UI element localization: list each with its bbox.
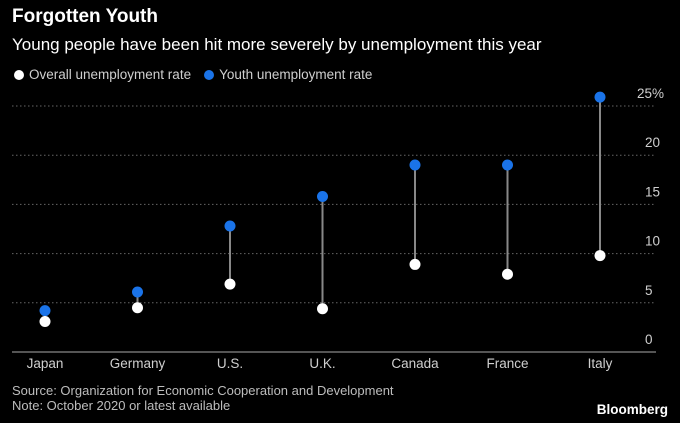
legend-item-overall: Overall unemployment rate (14, 67, 191, 82)
overall-rate-point (317, 303, 328, 315)
x-tick-label: France (486, 356, 528, 371)
date-note: Note: October 2020 or latest available (12, 398, 231, 413)
grid-layer (12, 105, 656, 353)
overall-rate-point (409, 258, 421, 270)
overall-rate-point (39, 315, 51, 327)
y-tick-label: 25% (637, 86, 664, 101)
legend: Overall unemployment rate Youth unemploy… (14, 67, 385, 82)
y-tick-label: 5 (645, 283, 653, 298)
overall-rate-point (502, 268, 513, 280)
youth-rate-point (224, 220, 236, 232)
x-tick-label: Italy (588, 356, 613, 371)
x-tick-label: U.S. (217, 356, 243, 371)
youth-rate-point (39, 305, 51, 317)
connector-layer (44, 97, 601, 322)
overall-rate-point (594, 250, 606, 262)
y-tick-label: 15 (645, 184, 660, 199)
bloomberg-logo: Bloomberg (596, 402, 668, 417)
x-tick-label: Canada (391, 356, 439, 371)
x-tick-label: Germany (110, 356, 166, 371)
legend-label-overall: Overall unemployment rate (29, 67, 192, 82)
youth-rate-point (502, 159, 513, 171)
legend-item-youth: Youth unemployment rate (204, 67, 372, 82)
youth-rate-point (409, 159, 421, 171)
source-note: Source: Organization for Economic Cooper… (12, 383, 394, 398)
x-tick-label: U.K. (309, 356, 335, 371)
x-axis-ticks: Japan Germany U.S. U.K. Canada France Italy (27, 356, 613, 371)
youth-rate-point (132, 286, 143, 298)
chart-subtitle: Young people have been hit more severely… (12, 35, 542, 54)
y-tick-label: 10 (645, 234, 660, 249)
y-tick-label: 20 (645, 135, 660, 150)
y-tick-label: 0 (645, 332, 653, 347)
chart-title: Forgotten Youth (12, 6, 158, 27)
overall-rate-point (132, 302, 143, 314)
legend-dot-overall (14, 69, 24, 80)
youth-rate-point (317, 191, 328, 203)
y-axis-ticks: 0 5 10 15 20 25% (637, 86, 664, 347)
dot-layer (39, 91, 606, 327)
legend-label-youth: Youth unemployment rate (219, 67, 373, 82)
x-tick-label: Japan (27, 356, 64, 371)
footer-notes: Source: Organization for Economic Cooper… (12, 383, 394, 413)
overall-rate-point (224, 278, 236, 290)
youth-rate-point (594, 91, 606, 103)
legend-dot-youth (204, 69, 215, 80)
